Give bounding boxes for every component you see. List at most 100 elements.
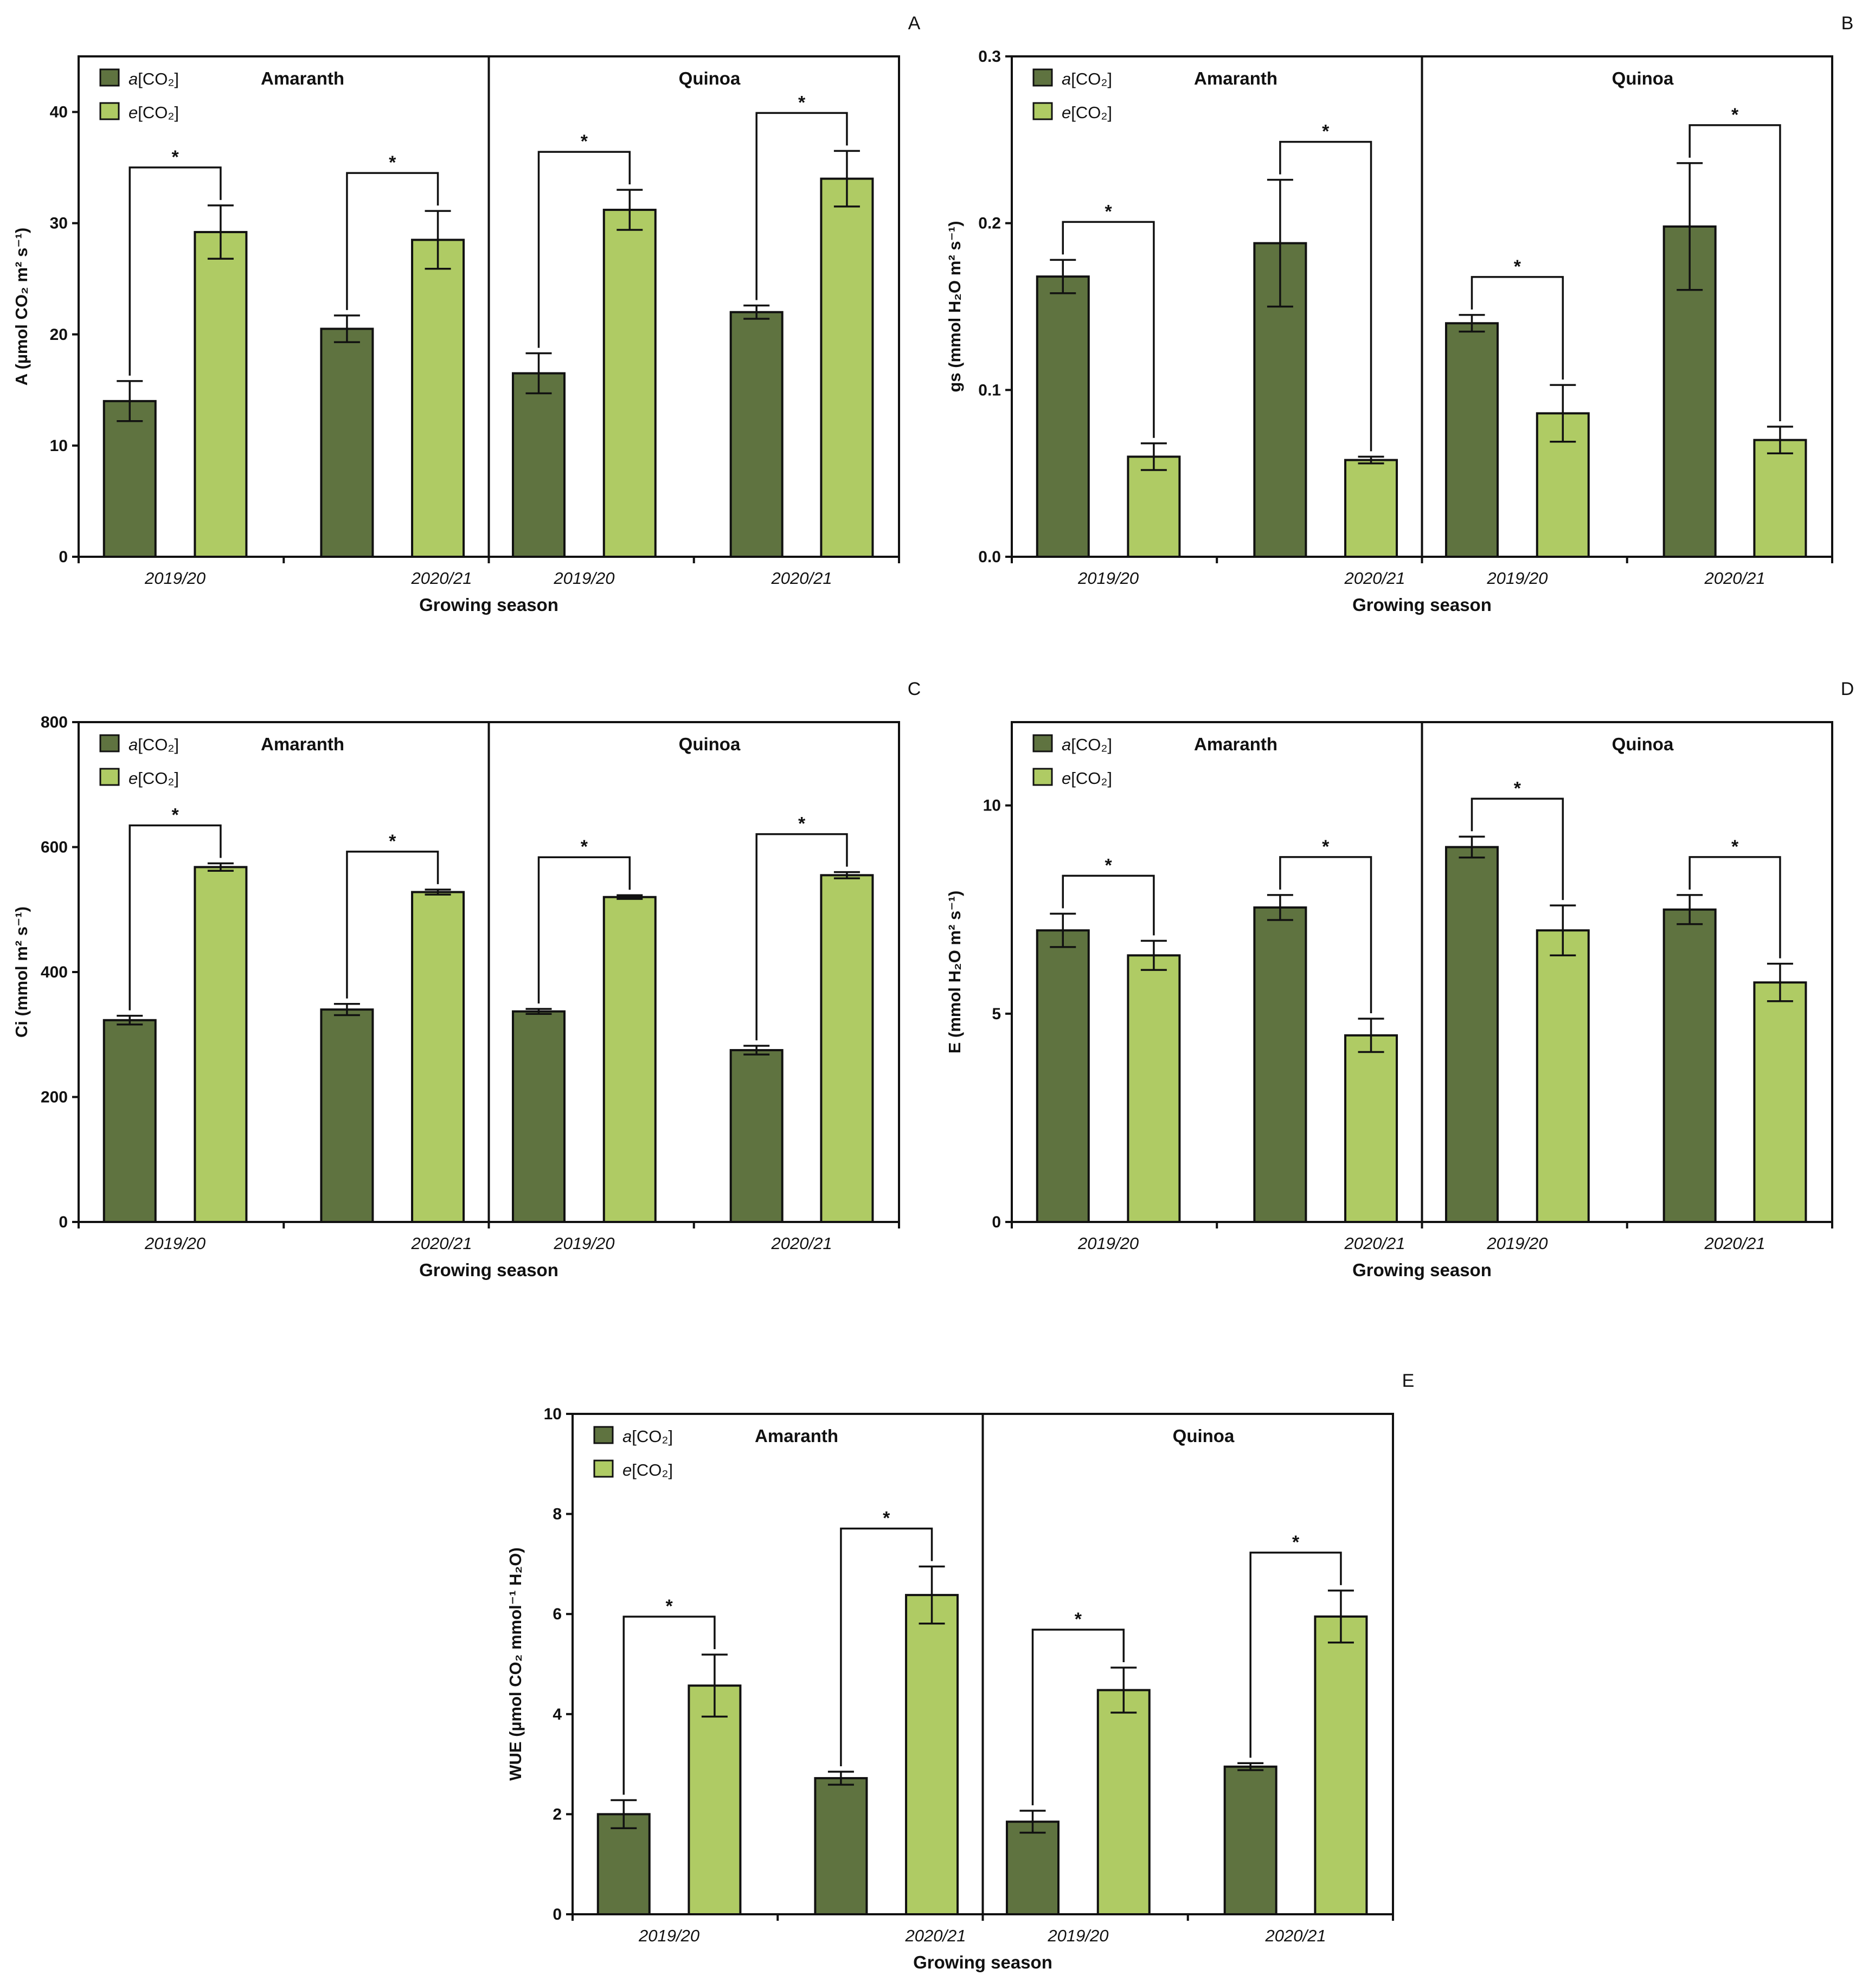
group-label-amaranth: Amaranth xyxy=(1194,734,1277,754)
bar-elevated-quinoa-2020-21 xyxy=(1314,1615,1368,1915)
legend-swatch-elevated xyxy=(1032,102,1053,120)
y-tick-label: 2 xyxy=(553,1805,562,1823)
group-label-quinoa: Quinoa xyxy=(679,734,741,754)
bar-elevated-amaranth-2019-20 xyxy=(194,231,248,558)
bar-elevated-quinoa-2019-20 xyxy=(602,896,657,1223)
significance-star: * xyxy=(1731,837,1739,857)
significance-star: * xyxy=(1105,855,1112,876)
x-axis-label: Growing season xyxy=(1352,595,1492,615)
y-tick-label: 0.2 xyxy=(978,215,1001,233)
x-category-label: 2019/20 xyxy=(553,1234,614,1253)
significance-star: * xyxy=(1322,837,1330,857)
legend-swatch-ambient xyxy=(99,68,120,87)
bar-ambient-amaranth-2020-21 xyxy=(814,1777,868,1916)
bar-elevated-amaranth-2019-20 xyxy=(1127,455,1181,558)
bar-elevated-quinoa-2020-21 xyxy=(1753,981,1807,1224)
bar-ambient-quinoa-2020-21 xyxy=(1223,1765,1277,1916)
legend-label-elevated: e[CO₂] xyxy=(129,103,179,122)
x-category-label: 2020/21 xyxy=(1344,1234,1405,1253)
significance-bracket xyxy=(1279,856,1372,1014)
significance-bracket xyxy=(755,112,848,300)
x-category-label: 2019/20 xyxy=(553,569,614,588)
bar-ambient-amaranth-2020-21 xyxy=(320,1008,374,1224)
bar-elevated-quinoa-2020-21 xyxy=(820,177,874,558)
legend-prefix: e xyxy=(129,769,138,788)
significance-bracket xyxy=(1279,140,1372,452)
x-axis-label: Growing season xyxy=(419,595,558,615)
significance-star: * xyxy=(171,805,179,825)
bar-elevated-amaranth-2020-21 xyxy=(1344,459,1398,558)
x-category-label: 2020/21 xyxy=(410,1234,472,1253)
y-tick-label: 5 xyxy=(992,1005,1001,1023)
x-category-label: 2020/21 xyxy=(1344,569,1405,588)
y-tick-label: 0 xyxy=(992,1213,1001,1231)
y-tick-label: 10 xyxy=(544,1405,562,1423)
significance-bracket xyxy=(840,1527,933,1766)
x-category-label: 2020/21 xyxy=(1704,569,1765,588)
significance-bracket xyxy=(1249,1552,1342,1758)
legend-label-ambient: a[CO₂] xyxy=(129,735,179,754)
x-category-label: 2020/21 xyxy=(410,569,472,588)
legend-rest: [CO₂] xyxy=(138,735,179,754)
significance-star: * xyxy=(798,92,806,113)
legend-prefix: e xyxy=(129,103,138,122)
significance-bracket xyxy=(129,166,222,376)
significance-bracket xyxy=(346,851,439,999)
x-axis-label: Growing season xyxy=(419,1260,558,1280)
y-tick-label: 0.3 xyxy=(978,48,1001,66)
bar-ambient-amaranth-2020-21 xyxy=(1253,906,1307,1223)
y-tick-label: 0.0 xyxy=(978,548,1001,566)
x-category-label: 2019/20 xyxy=(1486,569,1548,588)
y-tick-label: 6 xyxy=(553,1605,562,1623)
legend-label-ambient: a[CO₂] xyxy=(622,1427,673,1446)
legend-rest: [CO₂] xyxy=(1071,769,1112,788)
significance-star: * xyxy=(665,1596,673,1617)
legend-prefix: a xyxy=(1062,69,1071,88)
panel-b: 0.0 0.1 0.2 0.3 gs (mmol H₂O m² s⁻¹) B Amarant… xyxy=(945,13,1853,615)
legend-prefix: e xyxy=(1062,769,1071,788)
y-axis-label: WUE (µmol CO₂ mmol⁻¹ H₂O) xyxy=(506,1547,525,1780)
group-label-quinoa: Quinoa xyxy=(679,68,741,88)
y-axis-label: Ci (mmol m² s⁻¹) xyxy=(12,906,31,1038)
bar-elevated-quinoa-2019-20 xyxy=(1536,929,1590,1223)
bar-elevated-quinoa-2020-21 xyxy=(820,874,874,1224)
group-label-quinoa: Quinoa xyxy=(1612,68,1674,88)
y-tick-label: 0 xyxy=(59,548,68,566)
x-category-label: 2019/20 xyxy=(1047,1926,1108,1945)
significance-star: * xyxy=(581,131,588,152)
x-category-label: 2019/20 xyxy=(1077,1234,1139,1253)
significance-star: * xyxy=(1105,201,1112,222)
bar-elevated-amaranth-2020-21 xyxy=(1344,1034,1398,1223)
bar-ambient-amaranth-2019-20 xyxy=(1036,275,1090,558)
significance-bracket xyxy=(1471,276,1564,380)
y-tick-label: 4 xyxy=(553,1706,562,1723)
significance-star: * xyxy=(883,1508,890,1529)
legend-rest: [CO₂] xyxy=(632,1427,673,1446)
x-category-label: 2019/20 xyxy=(1077,569,1139,588)
significance-bracket xyxy=(1688,124,1781,422)
legend-rest: [CO₂] xyxy=(138,103,179,122)
y-tick-label: 0 xyxy=(59,1213,68,1231)
y-tick-label: 600 xyxy=(41,839,68,857)
significance-star: * xyxy=(171,147,179,168)
y-tick-label: 30 xyxy=(50,215,68,233)
group-label-amaranth: Amaranth xyxy=(261,734,344,754)
significance-star: * xyxy=(389,152,396,173)
significance-star: * xyxy=(1292,1532,1300,1553)
y-axis-label: A (µmol CO₂ m² s⁻¹) xyxy=(12,228,31,385)
panel-c: 0 200 400 600 800 Ci (mmol m² s⁻¹) C Amaranth Qu… xyxy=(12,679,921,1280)
x-category-label: 2020/21 xyxy=(1265,1926,1326,1945)
bar-ambient-quinoa-2019-20 xyxy=(1444,846,1499,1223)
x-category-label: 2019/20 xyxy=(144,569,206,588)
legend-prefix: e xyxy=(1062,103,1071,122)
bar-ambient-amaranth-2019-20 xyxy=(596,1813,651,1915)
bar-ambient-amaranth-2019-20 xyxy=(1036,929,1090,1223)
group-label-amaranth: Amaranth xyxy=(755,1426,838,1446)
legend-rest: [CO₂] xyxy=(138,769,179,788)
panel-a: 0 10 20 30 40 A (µmol CO₂ m² s⁻¹) A Amaranth Qui… xyxy=(12,13,921,615)
legend-rest: [CO₂] xyxy=(632,1461,673,1479)
bar-ambient-quinoa-2020-21 xyxy=(729,311,784,558)
legend-label-ambient: a[CO₂] xyxy=(129,69,179,88)
significance-star: * xyxy=(1731,105,1739,125)
